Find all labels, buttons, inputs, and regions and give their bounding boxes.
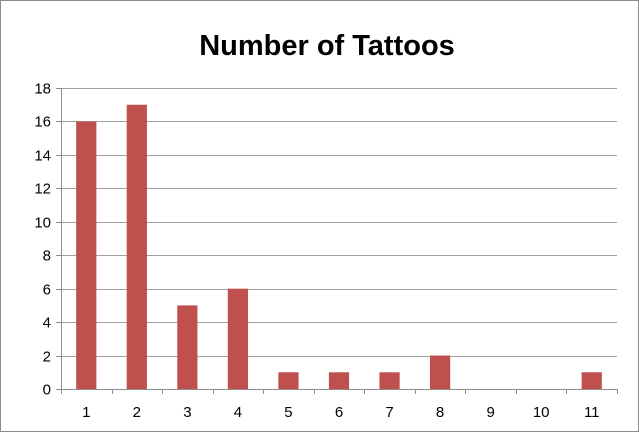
bar-2 <box>126 104 147 389</box>
bar-11 <box>581 372 602 389</box>
x-tick-label: 2 <box>133 404 141 421</box>
chart-title: Number of Tattoos <box>199 30 455 62</box>
bar-1 <box>76 121 97 389</box>
bar-3 <box>177 305 198 389</box>
x-tick-labels: 1 2 3 4 5 6 7 8 9 10 11 <box>82 404 599 421</box>
y-tick-label: 10 <box>34 215 51 232</box>
bar-5 <box>278 372 299 389</box>
x-tick-label: 9 <box>486 404 494 421</box>
x-tick-label: 8 <box>436 404 444 421</box>
y-tick-label: 14 <box>34 148 51 165</box>
bars <box>76 104 602 389</box>
bar-4 <box>227 288 249 389</box>
x-tick-label: 7 <box>385 404 393 421</box>
bar-8 <box>429 355 451 389</box>
y-tick-label: 2 <box>43 349 51 366</box>
x-tick-label: 11 <box>584 404 600 421</box>
y-tick-label: 8 <box>43 248 51 265</box>
x-tick-label: 1 <box>82 404 90 421</box>
y-tick-label: 0 <box>43 382 51 399</box>
y-tick-label: 18 <box>34 81 51 98</box>
bar-7 <box>379 372 400 389</box>
y-tick-labels: 0 2 4 6 8 10 12 14 16 18 <box>34 81 51 399</box>
y-tick-label: 6 <box>43 282 51 299</box>
y-tick-label: 4 <box>43 315 51 332</box>
y-tick-label: 16 <box>34 114 51 131</box>
x-tick-label: 10 <box>533 404 550 421</box>
y-tick-label: 12 <box>34 181 51 198</box>
axes <box>61 88 618 394</box>
x-tick-label: 6 <box>335 404 343 421</box>
x-tick-label: 4 <box>234 404 242 421</box>
x-tick-label: 5 <box>284 404 292 421</box>
bar-6 <box>328 372 350 389</box>
x-tick-label: 3 <box>183 404 191 421</box>
gridlines <box>56 88 617 390</box>
